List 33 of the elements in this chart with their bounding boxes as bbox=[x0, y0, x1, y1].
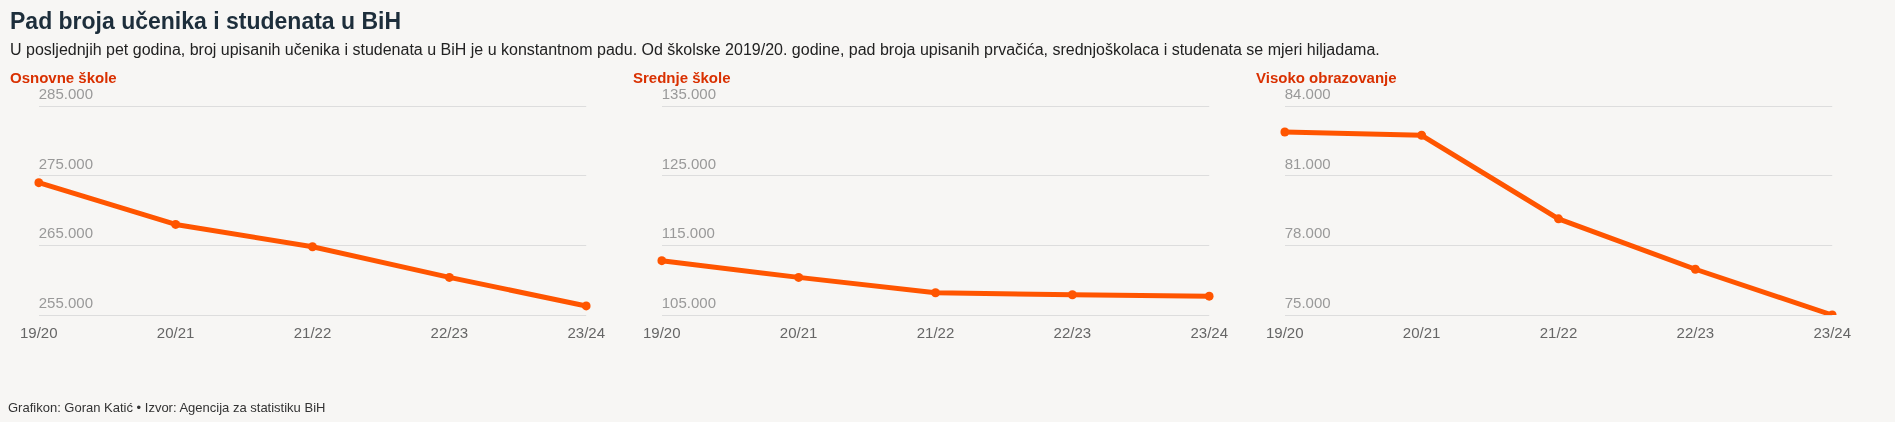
x-tick-label: 19/20 bbox=[19, 324, 58, 342]
x-tick-label: 23/24 bbox=[567, 324, 606, 342]
text: Pad broja učenika i studenata u BiH bbox=[10, 8, 403, 35]
text: U posljednjih pet godina, broj upisanih učenika i studenata u BiH je u konstantnom padu. Od školske 2019/20. godine, pad broja upisanih prvačića, srednjoškolaca i studenata se mjeri hiljadama. bbox=[10, 41, 1381, 59]
chart-title: Osnovne škole bbox=[10, 69, 118, 86]
chart-title: Srednje škole bbox=[633, 69, 732, 86]
x-tick-label: 19/20 bbox=[642, 324, 681, 342]
y-tick-label: 285.000 bbox=[38, 85, 93, 103]
y-tick-label: 125.000 bbox=[661, 154, 716, 172]
y-tick-label: 75.000 bbox=[1284, 294, 1331, 312]
y-tick-label: 265.000 bbox=[38, 224, 93, 242]
x-tick-label: 23/24 bbox=[1190, 324, 1229, 342]
x-tick-label: 21/22 bbox=[916, 324, 955, 342]
y-tick-label: 115.000 bbox=[661, 224, 715, 242]
x-tick-label: 22/23 bbox=[430, 324, 469, 342]
x-tick-label: 20/21 bbox=[779, 324, 818, 342]
x-tick-label: 20/21 bbox=[156, 324, 195, 342]
x-tick-label: 23/24 bbox=[1813, 324, 1852, 342]
y-tick-label: 84.000 bbox=[1284, 85, 1331, 103]
text: Grafikon: Goran Katić • Izvor: Agencija za statistiku BiH bbox=[8, 400, 326, 415]
y-tick-label: 135.000 bbox=[661, 85, 716, 103]
x-tick-label: 21/22 bbox=[1539, 324, 1578, 342]
y-tick-label: 275.000 bbox=[38, 154, 93, 172]
x-tick-label: 22/23 bbox=[1676, 324, 1715, 342]
x-tick-label: 22/23 bbox=[1053, 324, 1092, 342]
x-tick-label: 19/20 bbox=[1265, 324, 1304, 342]
y-tick-label: 105.000 bbox=[661, 294, 716, 312]
y-tick-label: 81.000 bbox=[1284, 154, 1331, 172]
x-tick-label: 21/22 bbox=[293, 324, 332, 342]
chart-title: Visoko obrazovanje bbox=[1256, 69, 1398, 86]
y-tick-label: 78.000 bbox=[1284, 224, 1331, 242]
y-tick-label: 255.000 bbox=[38, 294, 93, 312]
x-tick-label: 20/21 bbox=[1402, 324, 1441, 342]
